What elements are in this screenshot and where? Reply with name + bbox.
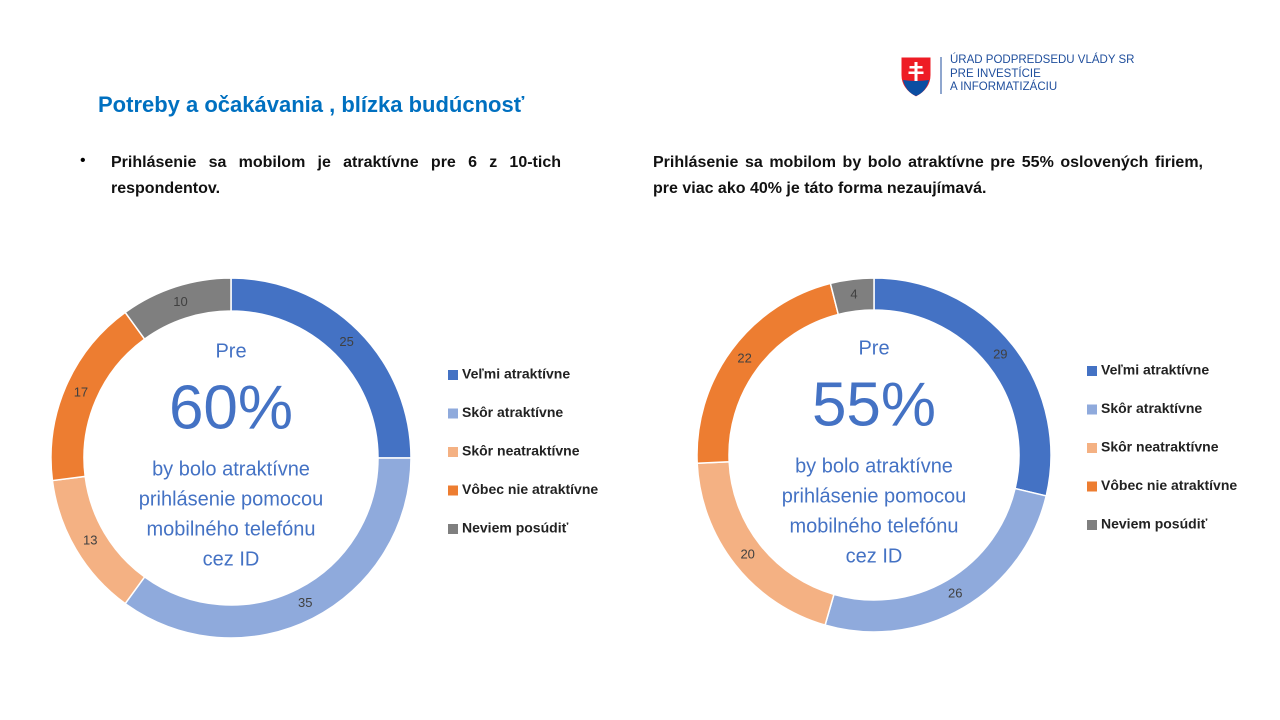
- right-text: Prihlásenie sa mobilom by bolo atraktívn…: [653, 154, 1203, 197]
- logo-line: ÚRAD PODPREDSEDU VLÁDY SR: [950, 54, 1135, 66]
- bullet: •: [80, 152, 86, 169]
- donut-slice: [829, 277, 875, 316]
- data-label: 17: [74, 385, 88, 400]
- data-label: 4: [850, 287, 857, 302]
- legend-marker: [1087, 404, 1097, 415]
- legend-marker: [1087, 520, 1097, 530]
- legend-marker: [1087, 481, 1097, 492]
- legend-label: Neviem posúdiť: [462, 520, 569, 536]
- legend-label: Skôr neatraktívne: [462, 443, 580, 459]
- logo-line: A INFORMATIZÁCIU: [950, 81, 1058, 93]
- legend-marker: [448, 447, 458, 457]
- logo-emblem: [900, 56, 942, 98]
- legend-marker: [448, 485, 458, 496]
- center-text: prihlásenie pomocou: [782, 485, 967, 507]
- legend-label: Skôr neatraktívne: [1101, 439, 1219, 455]
- legend-marker: [448, 524, 458, 534]
- data-label: 29: [993, 347, 1007, 362]
- data-label: 26: [948, 585, 962, 600]
- data-label: 10: [173, 294, 187, 309]
- legend-marker: [1087, 366, 1097, 376]
- legend-label: Veľmi atraktívne: [462, 366, 570, 382]
- center-text: by bolo atraktívne: [795, 455, 953, 477]
- center-text: cez ID: [203, 548, 260, 570]
- data-label: 13: [83, 533, 97, 548]
- center-text: 55%: [812, 370, 936, 439]
- slide-title: Potreby a očakávania , blízka budúcnosť: [98, 92, 525, 117]
- legend-marker: [448, 408, 458, 419]
- center-text: prihlásenie pomocou: [139, 488, 324, 510]
- legend-label: Vôbec nie atraktívne: [1101, 477, 1237, 493]
- donut-slice: [124, 277, 232, 341]
- legend-label: Skôr atraktívne: [1101, 400, 1202, 416]
- center-text: Pre: [215, 340, 246, 362]
- donut-slice: [124, 457, 412, 639]
- center-text: 60%: [169, 373, 293, 442]
- data-label: 22: [737, 351, 751, 366]
- legend-label: Skôr atraktívne: [462, 404, 563, 420]
- donut-slice: [51, 475, 146, 605]
- data-label: 25: [339, 334, 353, 349]
- center-text: Pre: [858, 337, 889, 359]
- donut-slice: [50, 311, 146, 482]
- legend-label: Veľmi atraktívne: [1101, 362, 1209, 378]
- left-text: Prihlásenie sa mobilom je atraktívne pre…: [111, 154, 561, 197]
- legend-marker: [1087, 443, 1097, 453]
- logo-text: ÚRAD PODPREDSEDU VLÁDY SR PRE INVESTÍCIE…: [950, 54, 1134, 95]
- center-text: mobilného telefónu: [146, 518, 315, 540]
- data-label: 35: [298, 595, 312, 610]
- data-label: 20: [740, 546, 754, 561]
- legend-marker: [448, 370, 458, 380]
- legend-label: Vôbec nie atraktívne: [462, 481, 598, 497]
- legend-label: Neviem posúdiť: [1101, 516, 1208, 532]
- center-text: mobilného telefónu: [789, 515, 958, 537]
- logo-line: PRE INVESTÍCIE: [950, 67, 1041, 80]
- center-text: cez ID: [846, 545, 903, 567]
- center-text: by bolo atraktívne: [152, 458, 310, 480]
